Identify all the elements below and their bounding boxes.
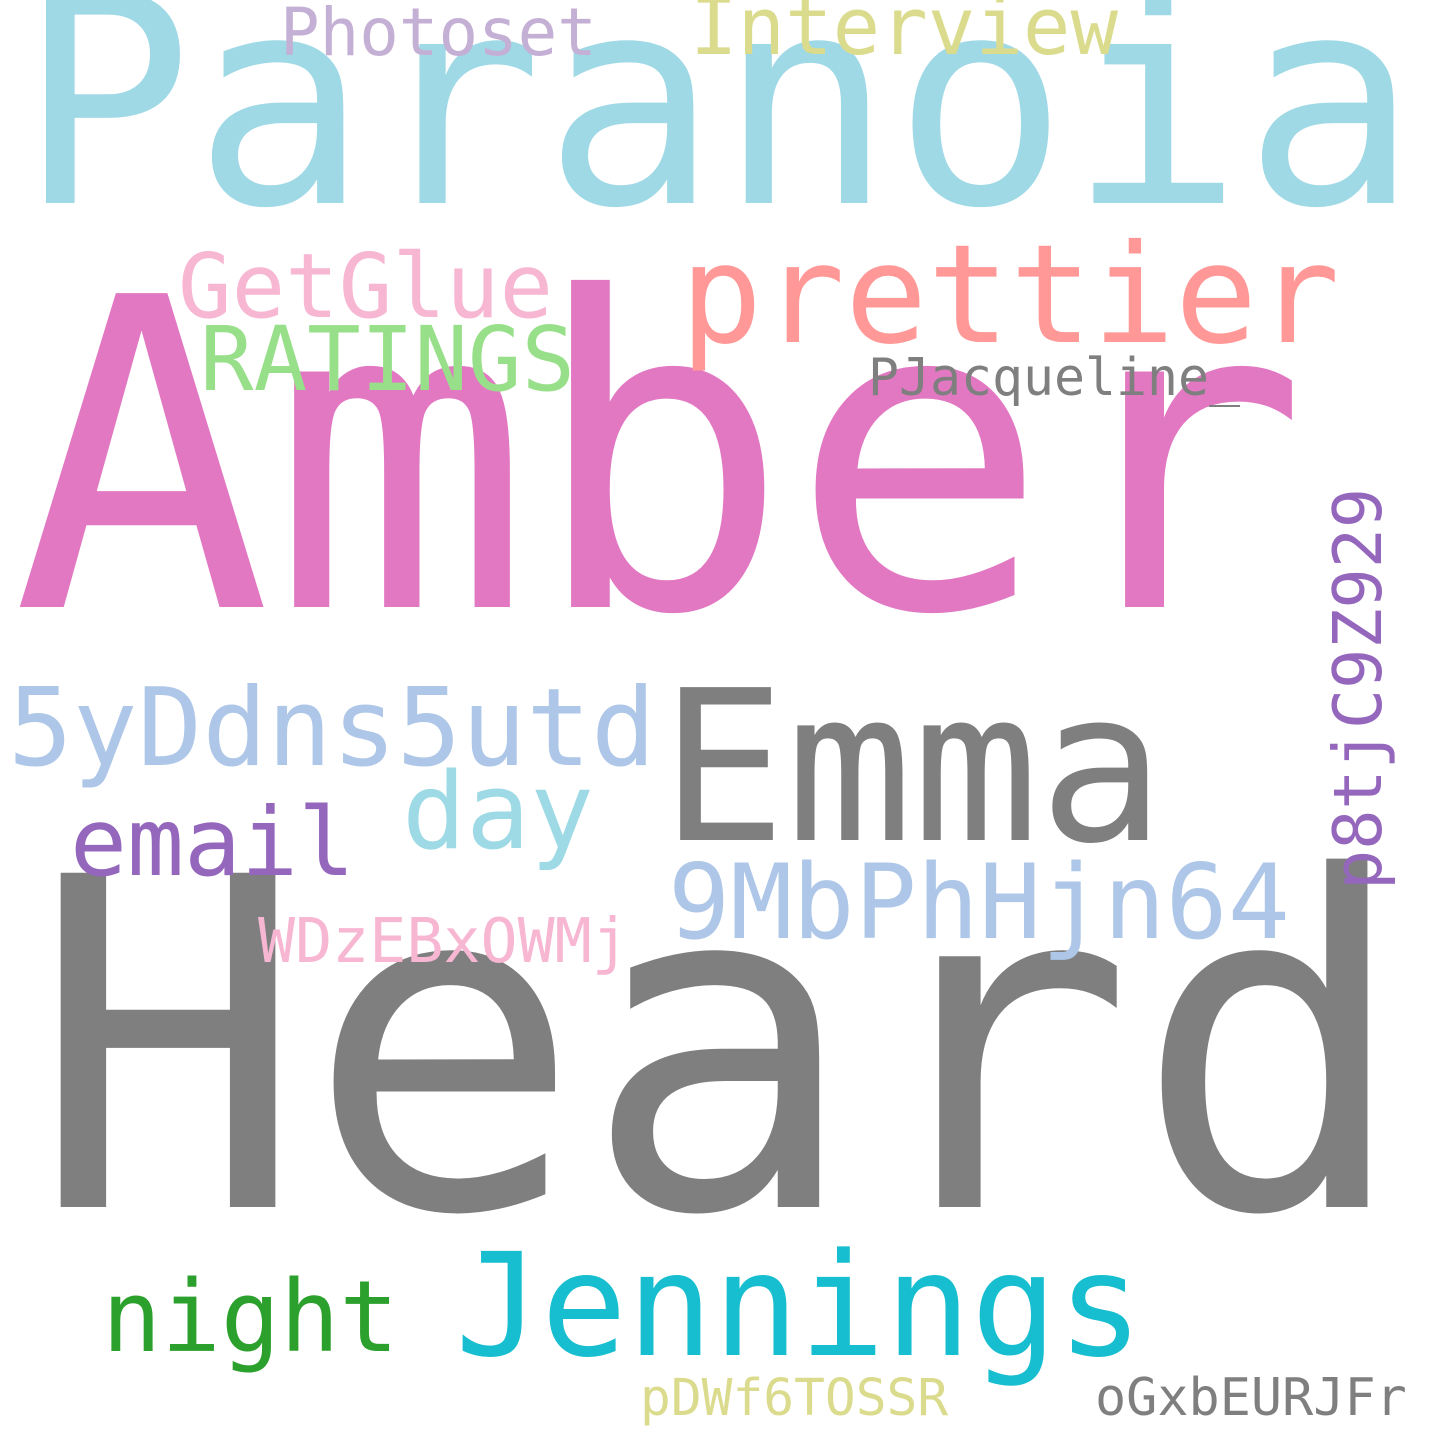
word-amber: Amber (12, 207, 1309, 709)
word-day: day (402, 749, 594, 874)
word-pjacqueline: PJacqueline_ (868, 348, 1241, 409)
word-p8tjc9z929: p8tjC9Z929 (1318, 487, 1397, 890)
word-night: night (102, 1260, 399, 1376)
word-5yddns5utd: 5yDdns5utd (8, 666, 656, 792)
word-email: email (70, 788, 356, 899)
word-paranoia: Paranoia (18, 0, 1419, 273)
word-ratings: RATINGS (200, 306, 576, 411)
word-9mbphhjn64: 9MbPhHjn64 (668, 843, 1290, 964)
word-emma: Emma (660, 645, 1165, 890)
word-interview: Interview (690, 0, 1119, 73)
word-wdzebxowmj: WDzEBxOWMj (258, 904, 629, 977)
word-ogxbeurjfr: oGxbEURJFr (1095, 1368, 1407, 1429)
word-jennings: Jennings (455, 1222, 1144, 1390)
word-heard: Heard (30, 781, 1411, 1316)
word-getglue: GetGlue (178, 233, 554, 338)
word-pdwf6tossr: pDWf6TOSSR (640, 1368, 949, 1429)
word-photoset: Photoset (280, 0, 597, 71)
word-prettier: prettier (680, 215, 1340, 375)
